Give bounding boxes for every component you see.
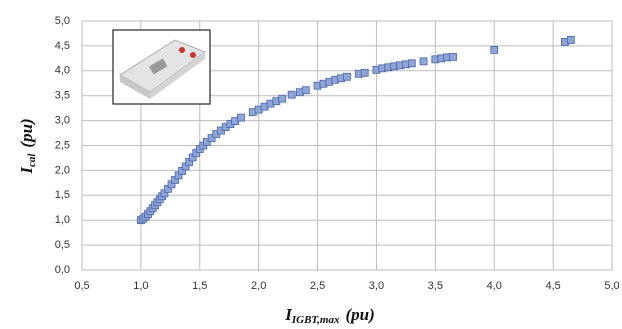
y-tick-label: 4,0 bbox=[55, 65, 70, 77]
y-tick-label: 0,0 bbox=[55, 264, 70, 276]
y-tick-label: 5,0 bbox=[55, 15, 70, 27]
inset-image bbox=[112, 29, 211, 105]
point bbox=[278, 94, 287, 103]
point bbox=[407, 59, 416, 68]
y-label-main: I bbox=[17, 166, 36, 175]
x-tick-label: 4,0 bbox=[487, 280, 502, 292]
x-tick-label: 0,5 bbox=[74, 280, 89, 292]
x-tick-label: 1,5 bbox=[192, 280, 207, 292]
x-tick-label: 3,5 bbox=[428, 280, 443, 292]
y-tick-label: 1,5 bbox=[55, 189, 70, 201]
x-tick-label: 5,0 bbox=[604, 280, 619, 292]
y-tick-label: 3,5 bbox=[55, 90, 70, 102]
y-tick-label: 0,5 bbox=[55, 239, 70, 251]
point bbox=[202, 138, 211, 146]
point bbox=[360, 68, 369, 77]
y-axis-label: Ical (pu) bbox=[17, 118, 38, 174]
x-label-unit: (pu) bbox=[345, 305, 374, 324]
x-axis-label: IIGBT,max (pu) bbox=[284, 305, 374, 326]
point bbox=[490, 45, 499, 54]
point bbox=[343, 72, 351, 81]
point bbox=[237, 113, 245, 122]
x-tick-label: 3,0 bbox=[369, 280, 384, 292]
x-tick-label: 2,5 bbox=[310, 280, 325, 292]
y-tick-label: 4,5 bbox=[55, 40, 70, 52]
point bbox=[566, 36, 575, 44]
x-label-main: I bbox=[284, 305, 293, 324]
point bbox=[287, 90, 296, 99]
y-label-sub: cal bbox=[26, 153, 38, 167]
x-tick-label: 1,0 bbox=[133, 280, 148, 292]
marks bbox=[136, 36, 575, 225]
point bbox=[449, 52, 457, 61]
y-tick-label: 2,0 bbox=[55, 164, 70, 176]
x-tick-label: 4,5 bbox=[545, 280, 560, 292]
y-tick-label: 3,0 bbox=[55, 115, 70, 127]
y-tick-label: 1,0 bbox=[55, 214, 70, 226]
point bbox=[301, 86, 310, 95]
y-tick-label: 2,5 bbox=[55, 139, 70, 151]
x-tick-label: 2,0 bbox=[251, 280, 266, 292]
point bbox=[419, 57, 428, 66]
x-label-sub: IGBT,max bbox=[291, 314, 340, 326]
y-label-unit: (pu) bbox=[17, 118, 36, 147]
point bbox=[207, 134, 216, 142]
